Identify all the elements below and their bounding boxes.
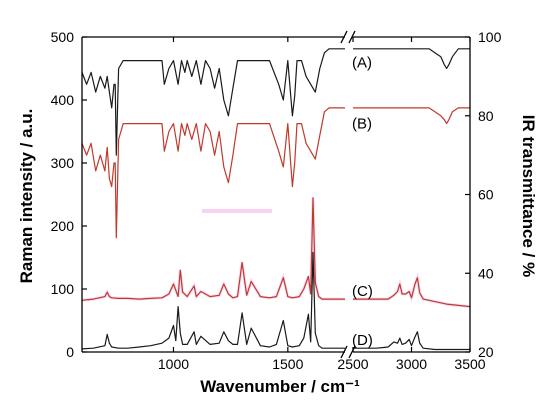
y-right-tick-label-80: 80 [478,108,494,124]
x-axis-label: Wavenumber / cm⁻¹ [200,377,360,396]
y-right-tick-label-60: 60 [478,187,494,203]
y-left-tick-label-400: 400 [51,92,75,108]
y-axis-left-label: Raman intensity / a.u. [17,109,36,284]
trace-label-a: (A) [352,55,372,72]
trace-label-b: (B) [352,116,372,133]
x-tick-label-1000: 1000 [158,356,189,372]
spectrum-c-line-seg2 [353,277,471,308]
y-left-tick-label-500: 500 [51,29,75,45]
y-right-tick-label-40: 40 [478,265,494,281]
y-right-tick-label-20: 20 [478,344,494,360]
x-tick-label-3500: 3500 [454,356,485,372]
axis-break-mark-bottom-2 [348,345,356,359]
spectrum-b-line-seg1 [81,107,345,239]
plot-area: 0 100 200 300 400 500 20 40 60 80 100 1000 1500 2500 3… [51,29,502,372]
trace-label-c: (C) [352,283,373,300]
y-left-tick-label-300: 300 [51,155,75,171]
spectrum-c-highlight-band [202,209,272,213]
y-left-tick-label-200: 200 [51,218,75,234]
spectrum-b-line-seg2 [353,107,470,125]
x-tick-label-1500: 1500 [272,356,303,372]
axis-break-mark-top-1 [340,30,348,44]
axis-break-mark-bottom-1 [340,345,348,359]
y-right-tick-label-100: 100 [478,29,502,45]
x-tick-label-2500: 2500 [337,356,368,372]
axis-break-mark-top-2 [348,30,356,44]
y-left-tick-label-100: 100 [51,281,75,297]
spectrum-c-line-seg1 [81,197,345,301]
y-axis-right-label: IR transmittance / % [519,115,538,278]
spectrum-d-line-seg2 [353,331,470,351]
spectrum-a-line-seg1 [81,48,345,156]
x-tick-label-3000: 3000 [396,356,427,372]
spectrum-d-line-seg1 [81,251,345,350]
spectrum-a-line-seg2 [353,48,470,70]
y-left-tick-label-0: 0 [66,344,74,360]
trace-label-d: (D) [352,332,373,349]
